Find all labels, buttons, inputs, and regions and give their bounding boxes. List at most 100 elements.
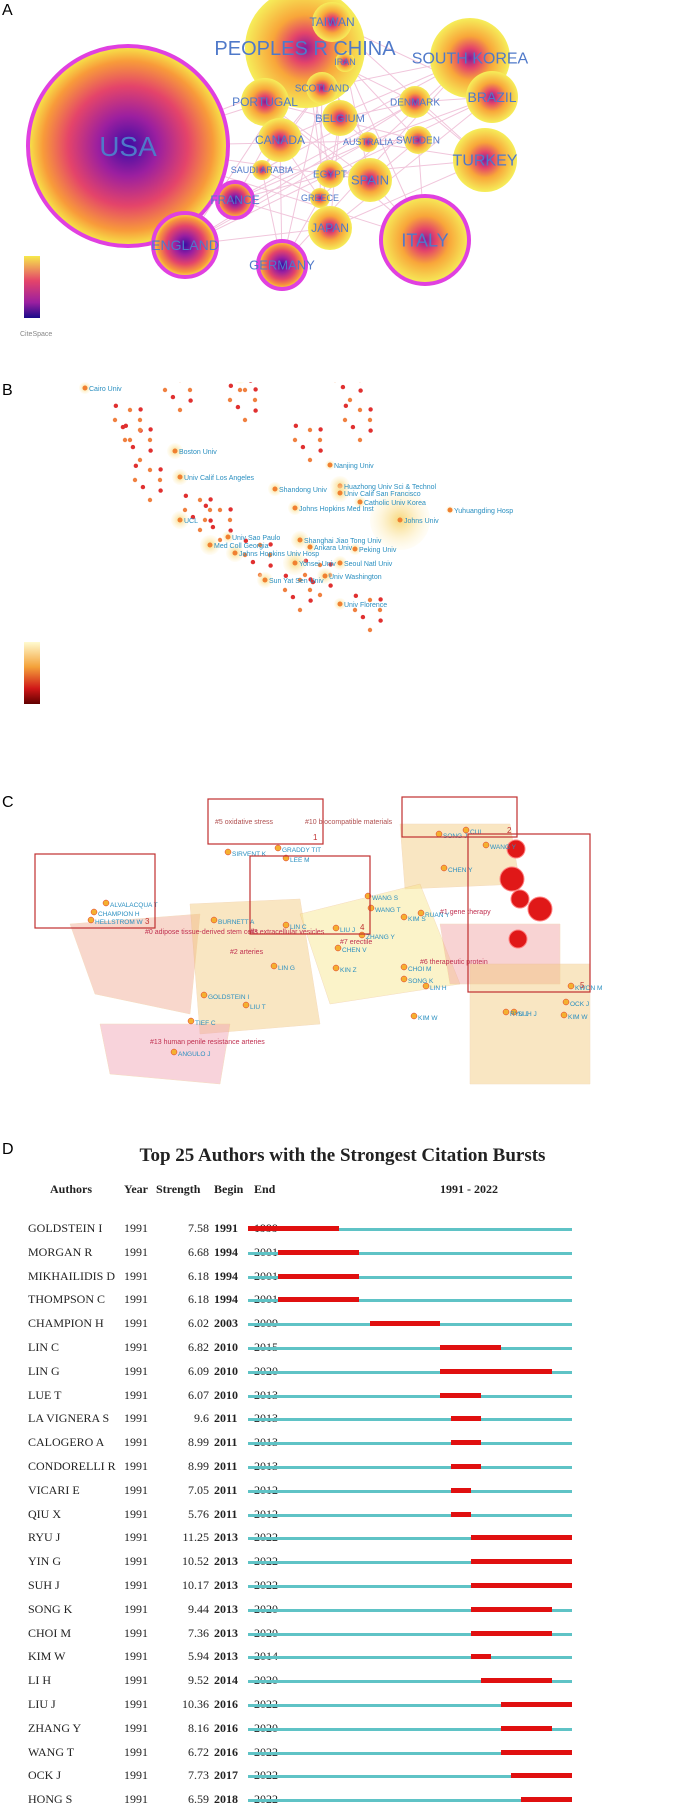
country-label-japan: JAPAN (311, 221, 349, 235)
author-label-graddy-tit: GRADDY TIT (282, 847, 321, 854)
author-node-major (511, 890, 529, 908)
timeline-bar (248, 1514, 572, 1517)
begin-cell: 2013 (214, 1649, 238, 1664)
institution-minor-node (243, 418, 247, 422)
burst-bar (451, 1512, 471, 1517)
author-name: LA VIGNERA S (28, 1411, 109, 1426)
institution-minor-node (294, 424, 298, 428)
institution-minor-node (238, 388, 242, 392)
country-label-england: ENGLAND (151, 237, 219, 253)
institution-minor-node (204, 504, 208, 508)
burst-bar (278, 1274, 359, 1279)
author-label-alvalacqua-t: ALVALACQUA T (110, 902, 158, 909)
institution-minor-node (318, 593, 322, 597)
author-node-wang-y (483, 842, 489, 848)
author-name: CHOI M (28, 1626, 71, 1641)
institution-label-cairo-univ: Cairo Univ (89, 386, 122, 393)
institution-minor-node (228, 398, 232, 402)
institution-minor-node (344, 404, 348, 408)
author-node-song-j (436, 831, 442, 837)
institution-minor-node (198, 498, 202, 502)
author-label-lin-h: LIN H (430, 985, 447, 992)
institution-minor-node (158, 478, 162, 482)
author-name: THOMPSON C (28, 1292, 105, 1307)
institution-minor-node (148, 498, 152, 502)
institution-minor-node (298, 608, 302, 612)
burst-bar (501, 1726, 552, 1731)
strength-cell: 8.99 (165, 1435, 209, 1450)
author-name: LIN G (28, 1364, 60, 1379)
author-name: YIN G (28, 1554, 61, 1569)
begin-cell: 2013 (214, 1554, 238, 1569)
year-cell: 1991 (124, 1483, 148, 1498)
col-header-authors: Authors (50, 1182, 92, 1197)
cluster-label-10-biocompatible-materials: #10 biocompatible materials (305, 819, 393, 826)
strength-cell: 6.02 (165, 1316, 209, 1331)
begin-cell: 1994 (214, 1292, 238, 1307)
timeline-bar (248, 1656, 572, 1659)
institution-minor-node (358, 408, 362, 412)
timeline-bar (248, 1395, 572, 1398)
strength-cell: 6.18 (165, 1292, 209, 1307)
begin-cell: 2011 (214, 1435, 237, 1450)
author-name: MORGAN R (28, 1245, 92, 1260)
institution-minor-node (268, 563, 272, 567)
year-cell: 1991 (124, 1792, 148, 1807)
institution-minor-node (113, 418, 117, 422)
year-cell: 1991 (124, 1411, 148, 1426)
author-node-kin-z (333, 965, 339, 971)
burst-bar (501, 1702, 572, 1707)
begin-cell: 2018 (214, 1792, 238, 1807)
institution-minor-node (184, 494, 188, 498)
author-label-champion-h: CHAMPION H (98, 911, 140, 918)
author-name: QIU X (28, 1507, 61, 1522)
author-node-goldstein-i (201, 992, 207, 998)
institution-minor-node (158, 467, 162, 471)
author-node-major (509, 930, 527, 948)
institution-label-huazhong-univ-sci-technol: Huazhong Univ Sci & Technol (344, 484, 437, 491)
institution-minor-node (293, 438, 297, 442)
country-label-denmark: DENMARK (390, 98, 440, 109)
burst-bar (440, 1393, 481, 1398)
author-label-lee-m: LEE M (290, 857, 310, 864)
author-label-wang-y: WANG Y (490, 844, 517, 851)
country-label-brazil: BRAZIL (467, 89, 516, 105)
institution-minor-node (138, 407, 142, 411)
institution-node-center (448, 508, 453, 513)
burst-bar (471, 1535, 572, 1540)
col-header-end: End (254, 1182, 275, 1197)
country-label-portugal: PORTUGAL (232, 95, 298, 109)
institution-label-med-coll-georgia: Med Coll Georgia (214, 543, 269, 550)
institution-minor-node (163, 388, 167, 392)
begin-cell: 2010 (214, 1364, 238, 1379)
institution-minor-node (203, 518, 207, 522)
institution-node-center (178, 475, 183, 480)
institution-minor-node (123, 438, 127, 442)
author-node-kim-w (411, 1013, 417, 1019)
institution-node-center (208, 543, 213, 548)
author-node-zhang-y (359, 932, 365, 938)
author-node-wang-t (368, 905, 374, 911)
author-node-song-k (401, 976, 407, 982)
author-name: CONDORELLI R (28, 1459, 116, 1474)
author-name: RYU J (28, 1530, 60, 1545)
author-label-wang-s: WANG S (372, 895, 399, 902)
institution-minor-node (188, 398, 192, 402)
institution-node-center (398, 518, 403, 523)
institution-minor-node (128, 408, 132, 412)
institution-minor-node (308, 588, 312, 592)
country-label-germany: GERMANY (249, 258, 315, 273)
author-node-burnett-a (211, 917, 217, 923)
author-node-lin-g (271, 963, 277, 969)
institution-label-ankara-univ: Ankara Univ (314, 545, 353, 552)
country-label-italy: ITALY (401, 230, 448, 250)
author-node-ryu-j (503, 1009, 509, 1015)
strength-cell: 10.36 (165, 1697, 209, 1712)
timeline-bar (248, 1442, 572, 1445)
